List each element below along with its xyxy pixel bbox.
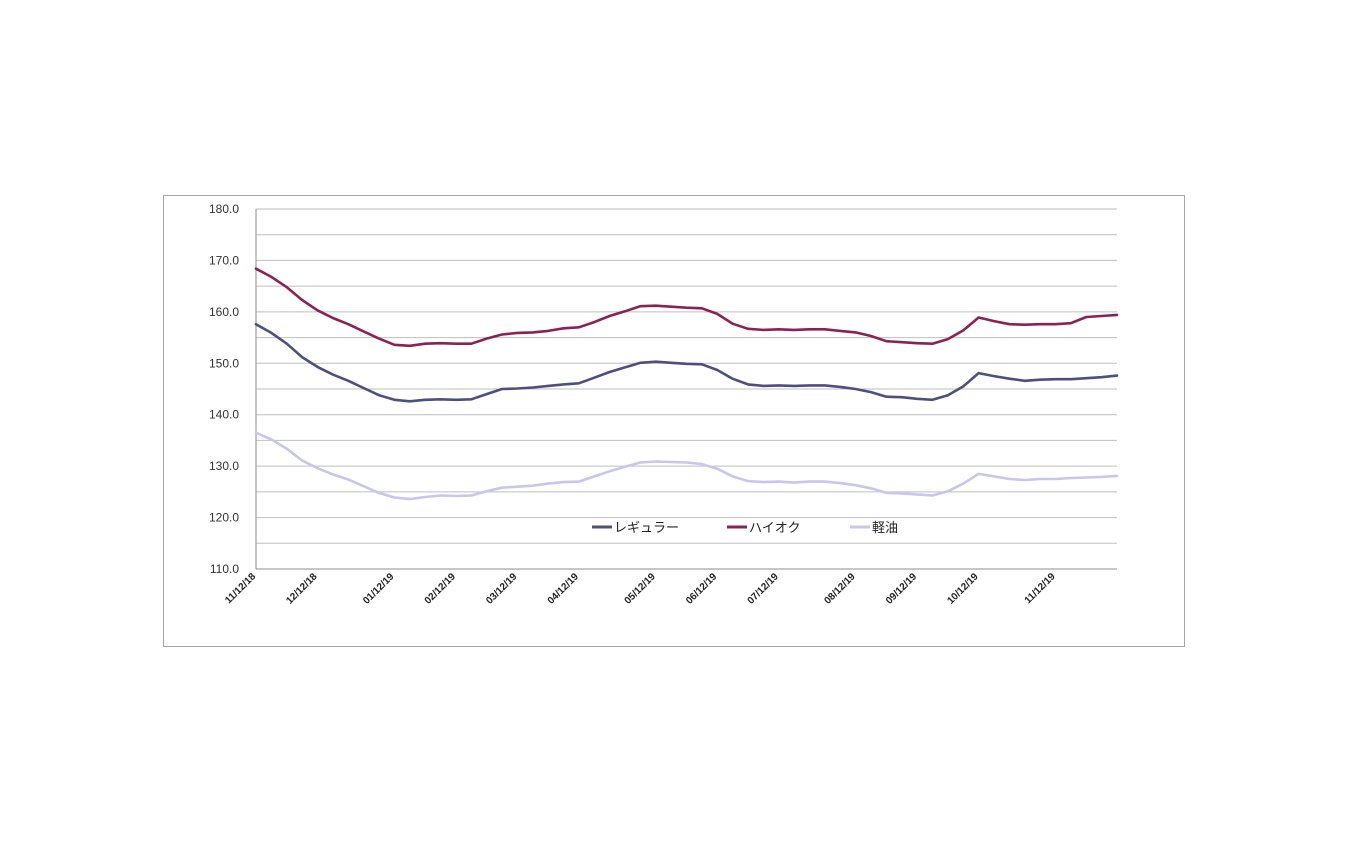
y-tick-label: 160.0 [209, 305, 239, 319]
legend-label-diesel: 軽油 [872, 520, 898, 535]
x-tick-label: 02/12/19 [423, 571, 459, 607]
line-chart: 180.0 170.0 160.0 150.0 140.0 130.0 120.0 110.0… [209, 202, 1119, 607]
x-tick-label: 10/12/19 [945, 571, 981, 607]
x-tick-label: 11/12/18 [223, 571, 258, 606]
x-tick-label: 03/12/19 [484, 571, 520, 607]
x-tick-label: 09/12/19 [884, 571, 920, 607]
series-line-high-octane [254, 267, 1119, 348]
legend-item-high-octane: ハイオク [727, 520, 800, 535]
legend-item-regular: レギュラー [592, 520, 679, 535]
series-line-diesel [254, 431, 1119, 501]
y-tick-label: 150.0 [209, 356, 239, 370]
legend-label-high-octane: ハイオク [749, 520, 800, 535]
x-tick-label: 04/12/19 [546, 571, 582, 607]
x-axis-tick-labels: 11/12/18 12/12/18 01/12/19 02/12/19 03/12/19… [223, 571, 1058, 607]
y-axis-tick-labels: 180.0 170.0 160.0 150.0 140.0 130.0 120.0 110.0 [209, 202, 239, 576]
y-tick-label: 130.0 [209, 459, 239, 473]
x-tick-label: 05/12/19 [623, 571, 659, 607]
legend-item-diesel: 軽油 [850, 520, 898, 535]
y-tick-label: 110.0 [210, 562, 239, 576]
x-tick-label: 01/12/19 [361, 571, 397, 607]
series-line-regular [254, 322, 1119, 403]
chart-frame: 180.0 170.0 160.0 150.0 140.0 130.0 120.0 110.0… [163, 195, 1185, 647]
series-lines [254, 267, 1119, 501]
legend: レギュラー ハイオク 軽油 [592, 520, 898, 535]
gridlines [256, 208, 1117, 544]
x-tick-label: 08/12/19 [822, 571, 858, 607]
x-tick-label: 07/12/19 [746, 571, 782, 607]
y-tick-label: 120.0 [209, 511, 239, 525]
x-tick-label: 12/12/18 [284, 571, 320, 607]
x-tick-label: 06/12/19 [684, 571, 720, 607]
y-tick-label: 140.0 [209, 408, 239, 422]
legend-label-regular: レギュラー [614, 520, 679, 535]
x-tick-label: 11/12/19 [1023, 571, 1058, 606]
y-tick-label: 170.0 [209, 253, 239, 267]
y-tick-label: 180.0 [209, 202, 239, 216]
